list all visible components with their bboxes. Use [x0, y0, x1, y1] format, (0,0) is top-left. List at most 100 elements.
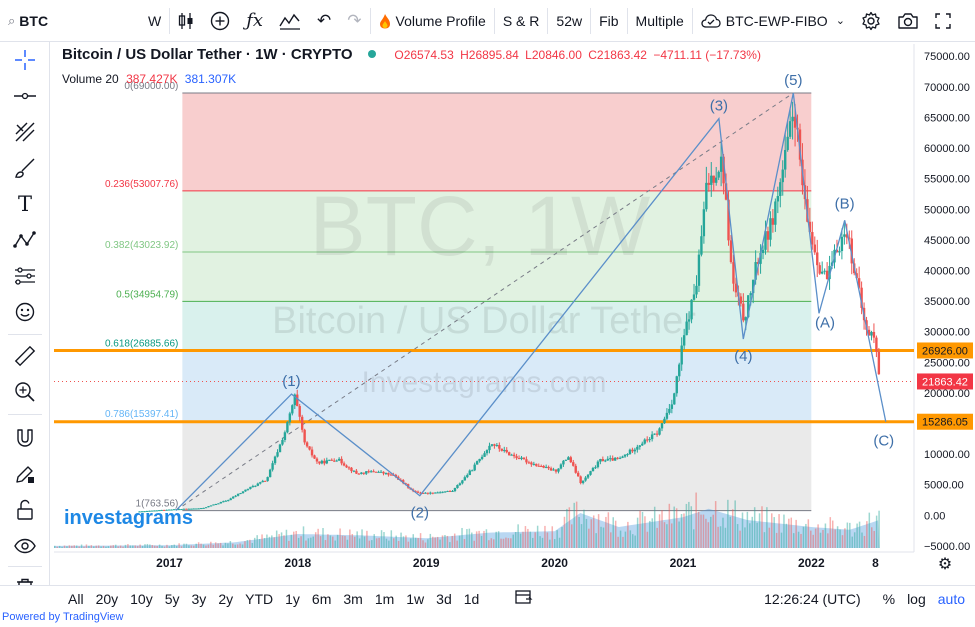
range-button-ytd[interactable]: YTD — [245, 590, 274, 607]
volume-bar — [422, 540, 424, 548]
range-button-10y[interactable]: 10y — [130, 590, 153, 607]
candle-body — [261, 480, 264, 483]
zoom-tool[interactable] — [11, 378, 39, 406]
symbol-search[interactable]: ⌕ BTC — [0, 0, 140, 42]
volume-bar — [361, 529, 363, 548]
function-icon: ƒx — [246, 10, 264, 31]
volume-bar — [139, 544, 141, 548]
candle-body — [219, 502, 223, 504]
candle-body — [350, 467, 353, 472]
pitchfork-tool[interactable] — [11, 118, 39, 146]
magnet-tool[interactable] — [11, 424, 39, 452]
candle-body — [436, 492, 439, 494]
volume-bar — [790, 517, 793, 548]
volume-bar — [734, 500, 736, 548]
fullscreen-button[interactable] — [927, 0, 959, 42]
layout-selector[interactable]: BTC-EWP-FIBO ⌄ — [693, 0, 853, 42]
lock-tool[interactable] — [11, 496, 39, 524]
range-button-3y[interactable]: 3y — [191, 590, 207, 607]
volume-bar — [366, 530, 368, 548]
bar-style-button[interactable] — [170, 0, 202, 42]
multiple-button[interactable]: Multiple — [635, 12, 684, 29]
candle-body — [461, 480, 464, 484]
trend-line-tool[interactable] — [11, 82, 39, 110]
52w-button[interactable]: 52w — [556, 12, 583, 29]
icons-tool[interactable] — [11, 298, 39, 326]
range-button-3m[interactable]: 3m — [343, 590, 363, 607]
range-button-5y[interactable]: 5y — [164, 590, 180, 607]
candle-body — [355, 470, 358, 474]
range-button-1m[interactable]: 1m — [374, 590, 395, 607]
candle-body — [613, 457, 617, 461]
candle-body — [549, 468, 553, 471]
range-button-3d[interactable]: 3d — [436, 590, 452, 607]
candle-body — [431, 492, 434, 494]
candle-body — [559, 464, 563, 469]
range-button-2y[interactable]: 2y — [218, 590, 234, 607]
screenshot-button[interactable] — [889, 0, 927, 42]
volume-bar — [639, 510, 641, 548]
price-tick-label: 25000.00 — [924, 357, 970, 369]
candle-body — [421, 492, 425, 494]
fib-button[interactable]: Fib — [599, 12, 619, 29]
templates-button[interactable] — [271, 0, 309, 42]
volume-bar — [646, 531, 649, 548]
volume-bar — [93, 546, 95, 548]
volume-bar — [802, 526, 805, 548]
volume-bar — [597, 514, 600, 548]
price-chart[interactable]: 0(69000.00) 0.236(53007.76) 0.382(43023.92… — [50, 42, 975, 585]
volume-bar — [588, 528, 590, 548]
volume-bar — [295, 530, 297, 548]
crosshair-tool[interactable] — [11, 46, 39, 74]
pencil-lock-icon — [16, 466, 34, 483]
range-button-1d[interactable]: 1d — [463, 590, 480, 607]
volume-profile-button[interactable]: Volume Profile — [371, 0, 494, 42]
log-toggle[interactable]: log — [907, 590, 926, 607]
price-tick-label: 35000.00 — [924, 296, 970, 308]
clock-label[interactable]: 12:26:24 (UTC) — [764, 590, 861, 607]
brush-tool[interactable] — [11, 154, 39, 182]
powered-by-link[interactable]: Powered by TradingView — [2, 611, 124, 623]
candle-body — [596, 461, 600, 468]
settings-button[interactable] — [853, 0, 889, 42]
candle-body — [848, 237, 851, 239]
undo-button[interactable]: ↶ — [309, 0, 339, 42]
goto-date-button[interactable] — [515, 589, 533, 608]
stay-drawing-tool[interactable] — [11, 460, 39, 488]
volume-bar — [768, 527, 771, 548]
interval-button[interactable]: W — [148, 12, 162, 29]
range-button-20y[interactable]: 20y — [95, 590, 119, 607]
visibility-tool[interactable] — [11, 532, 39, 560]
volume-bar — [856, 523, 858, 548]
candle-body — [402, 480, 405, 484]
compare-button[interactable] — [202, 0, 238, 42]
price-tick-label: 40000.00 — [924, 265, 970, 277]
redo-button[interactable]: ↷ — [339, 0, 369, 42]
measure-tool[interactable] — [11, 342, 39, 370]
candle-body — [747, 295, 750, 318]
volume-bar — [831, 520, 834, 548]
auto-toggle[interactable]: auto — [937, 590, 965, 607]
prediction-tool[interactable] — [11, 262, 39, 290]
range-button-6m[interactable]: 6m — [311, 590, 332, 607]
patterns-tool[interactable] — [11, 226, 39, 254]
time-tick-label: 2018 — [285, 556, 312, 570]
sr-button[interactable]: S & R — [502, 12, 540, 29]
volume-bar — [824, 523, 827, 548]
calendar-goto-icon — [515, 590, 533, 604]
candle-body — [840, 236, 844, 252]
indicators-button[interactable]: ƒx — [238, 0, 271, 42]
candle-body — [687, 319, 691, 322]
candle-body — [471, 470, 474, 472]
volume-bar — [383, 532, 385, 548]
range-button-all[interactable]: All — [68, 590, 84, 607]
text-tool[interactable]: T — [11, 190, 39, 218]
candle-body — [367, 471, 370, 473]
percent-toggle[interactable]: % — [882, 590, 896, 607]
range-button-1w[interactable]: 1w — [406, 590, 425, 607]
price-tick-label: 60000.00 — [924, 143, 970, 155]
open-value: O26574.53 — [394, 48, 454, 62]
range-button-1y[interactable]: 1y — [285, 590, 300, 607]
volume-bar — [541, 537, 544, 548]
candle-body — [241, 491, 245, 494]
